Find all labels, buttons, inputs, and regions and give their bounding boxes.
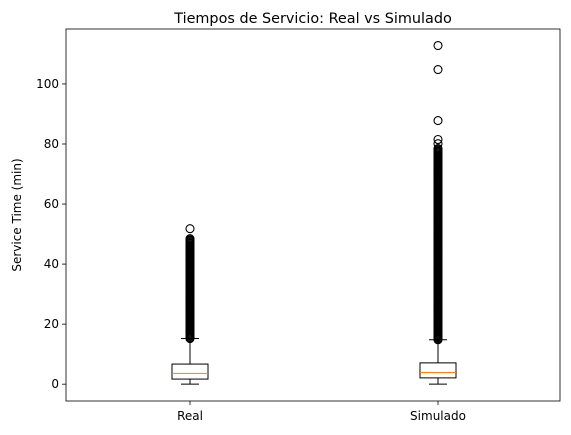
outlier-point [433, 64, 443, 75]
y-tick-label: 80 [44, 137, 59, 151]
y-tick-label: 60 [44, 197, 59, 211]
iqr-box [419, 362, 457, 379]
y-axis-label: Service Time (min) [10, 158, 24, 271]
y-tick-label: 0 [51, 377, 59, 391]
axes-frame [65, 28, 561, 402]
box-group-simulado [419, 40, 457, 385]
outlier-cluster [185, 234, 195, 344]
iqr-box [171, 363, 209, 380]
outlier-cluster [433, 143, 443, 345]
outlier-point [433, 143, 443, 154]
y-tick-label: 20 [44, 317, 59, 331]
plot-area [171, 40, 457, 385]
outlier-point [433, 139, 443, 149]
x-tick-label: Real [177, 409, 203, 423]
y-tick-label: 40 [44, 257, 59, 271]
outlier-point [433, 40, 443, 51]
outlier-point [433, 116, 443, 126]
y-tick-label: 100 [36, 77, 59, 91]
outlier-point [433, 134, 443, 145]
chart-title: Tiempos de Servicio: Real vs Simulado [173, 11, 452, 27]
outlier-point [185, 224, 195, 234]
box-group-real [171, 224, 209, 385]
outlier-point [185, 234, 195, 244]
x-tick-label: Simulado [410, 409, 466, 423]
